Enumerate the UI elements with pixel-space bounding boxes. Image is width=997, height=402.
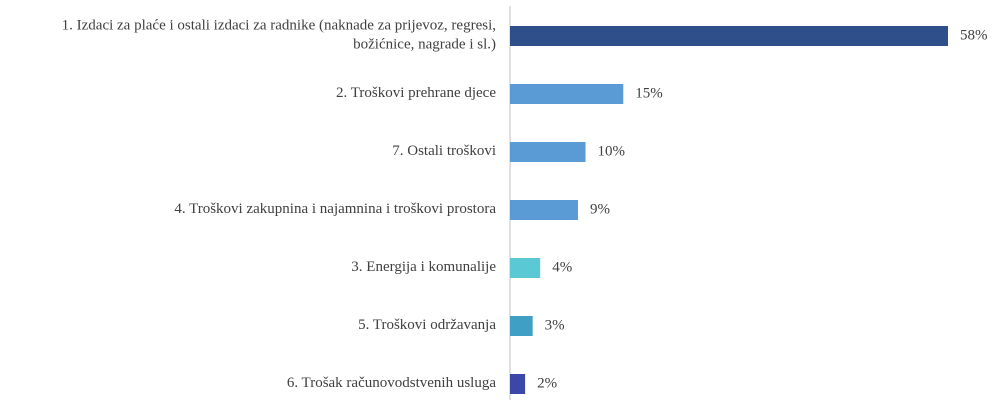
- category-label: 7. Ostali troškovi: [392, 143, 496, 159]
- value-label: 10%: [598, 143, 626, 159]
- value-label: 9%: [590, 201, 610, 217]
- category-label: 3. Energija i komunalije: [351, 259, 496, 275]
- category-label: 2. Troškovi prehrane djece: [336, 85, 496, 101]
- bar: [510, 142, 586, 162]
- value-label: 2%: [537, 375, 557, 391]
- value-label: 3%: [545, 317, 565, 333]
- bar: [510, 316, 533, 336]
- category-label: 4. Troškovi zakupnina i najamnina i troš…: [174, 201, 496, 217]
- bar: [510, 200, 578, 220]
- value-label: 15%: [635, 85, 663, 101]
- value-label: 4%: [552, 259, 572, 275]
- category-label: 6. Trošak računovodstvenih usluga: [287, 375, 497, 391]
- value-label: 58%: [960, 27, 988, 43]
- bar: [510, 84, 624, 104]
- bar: [510, 26, 948, 46]
- bar: [510, 258, 541, 278]
- bar: [510, 374, 526, 394]
- category-label: 1. Izdaci za plaće i ostali izdaci za ra…: [62, 18, 496, 53]
- category-label: 5. Troškovi održavanja: [358, 317, 496, 333]
